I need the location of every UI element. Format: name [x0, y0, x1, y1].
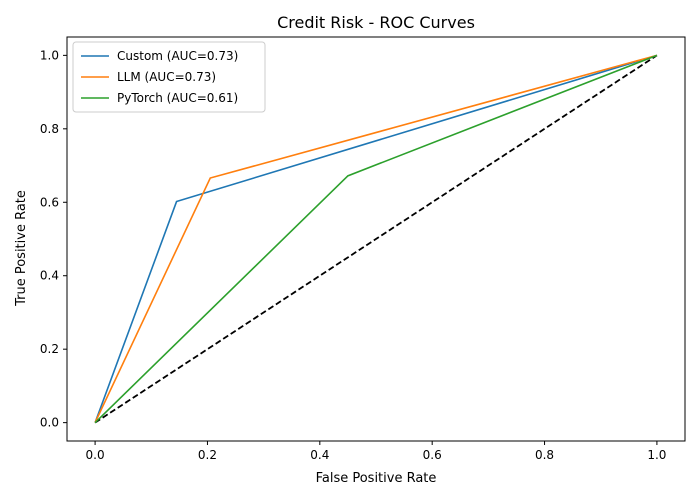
y-tick-label: 0.0	[40, 416, 59, 430]
legend-label-1: Custom (AUC=0.73)	[117, 49, 238, 63]
legend-label-2: LLM (AUC=0.73)	[117, 70, 216, 84]
x-axis-label: False Positive Rate	[316, 471, 437, 486]
y-tick-label: 0.8	[40, 122, 59, 136]
x-tick-label: 1.0	[647, 448, 666, 462]
y-tick-label: 0.6	[40, 195, 59, 209]
x-tick-label: 0.2	[198, 448, 217, 462]
series-line-3	[94, 54, 658, 424]
plot-area: 0.0 0.2 0.4 0.6 0.8 1.0 0.0 0.2 0.4 0.6 0.8 1.0 Cust…	[40, 36, 686, 462]
y-tick-label: 0.4	[40, 269, 59, 283]
x-tick-label: 0.0	[86, 448, 105, 462]
legend-label-3: PyTorch (AUC=0.61)	[117, 91, 238, 105]
x-tick-label: 0.4	[310, 448, 329, 462]
y-tick-label: 1.0	[40, 48, 59, 62]
legend-box	[72, 41, 266, 113]
series-line-1	[94, 54, 658, 423]
y-axis-label: True Positive Rate	[14, 190, 29, 307]
chart-title: Credit Risk - ROC Curves	[277, 13, 475, 32]
x-tick-label: 0.6	[423, 448, 442, 462]
reference-diagonal-line	[94, 54, 658, 424]
x-tick-label: 0.8	[535, 448, 554, 462]
plot-frame	[66, 36, 686, 442]
y-tick-label: 0.2	[40, 342, 59, 356]
series-line-2	[94, 54, 658, 423]
